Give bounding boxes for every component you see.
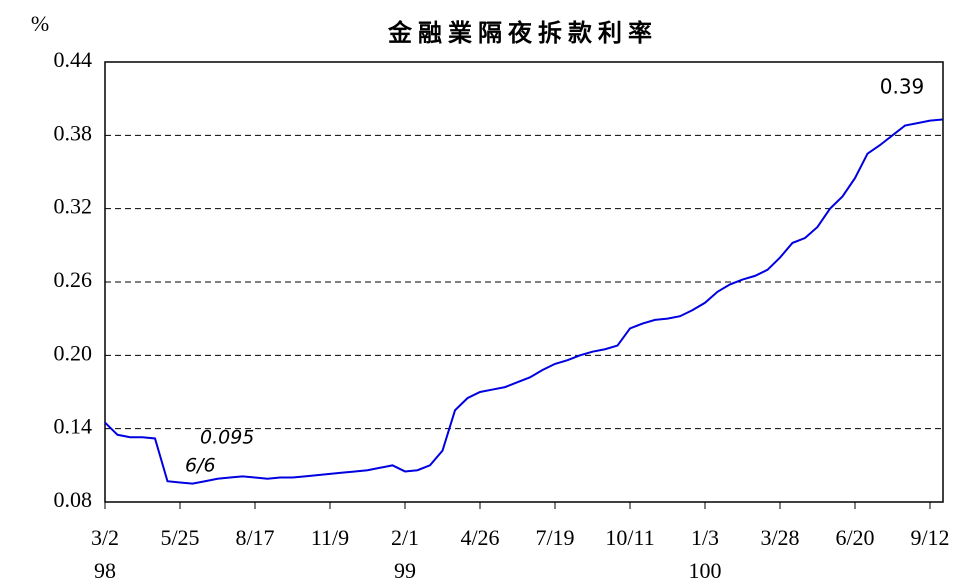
- x-tick-label: 3/2: [91, 525, 119, 550]
- x-tick-label: 7/19: [535, 525, 574, 550]
- year-label: 99: [394, 558, 416, 583]
- x-tick-label: 10/11: [605, 525, 654, 550]
- x-tick-label: 11/9: [311, 525, 349, 550]
- x-tick-label: 2/1: [391, 525, 419, 550]
- y-tick-label: 0.08: [54, 487, 93, 512]
- x-tick-label: 9/12: [910, 525, 949, 550]
- annotation: 0.39: [880, 75, 925, 99]
- y-unit: %: [31, 11, 49, 36]
- year-label: 98: [94, 558, 116, 583]
- y-tick-label: 0.44: [54, 47, 93, 72]
- y-tick-label: 0.14: [54, 414, 93, 439]
- y-tick-label: 0.38: [54, 120, 93, 145]
- x-tick-label: 1/3: [691, 525, 719, 550]
- y-tick-label: 0.26: [54, 267, 93, 292]
- x-tick-label: 6/20: [835, 525, 874, 550]
- x-tick-label: 8/17: [235, 525, 274, 550]
- plot-border: [104, 61, 944, 503]
- year-label: 100: [689, 558, 722, 583]
- x-tick-label: 5/25: [160, 525, 199, 550]
- line: [104, 118, 943, 485]
- annotation: 0.095: [200, 427, 254, 449]
- annotation: 6/6: [185, 455, 216, 477]
- y-tick-label: 0.20: [54, 340, 93, 365]
- chart-title: 金融業隔夜拆款利率: [387, 19, 658, 47]
- x-tick-label: 4/26: [460, 525, 499, 550]
- x-tick-label: 3/28: [760, 525, 799, 550]
- y-tick-label: 0.32: [54, 194, 93, 219]
